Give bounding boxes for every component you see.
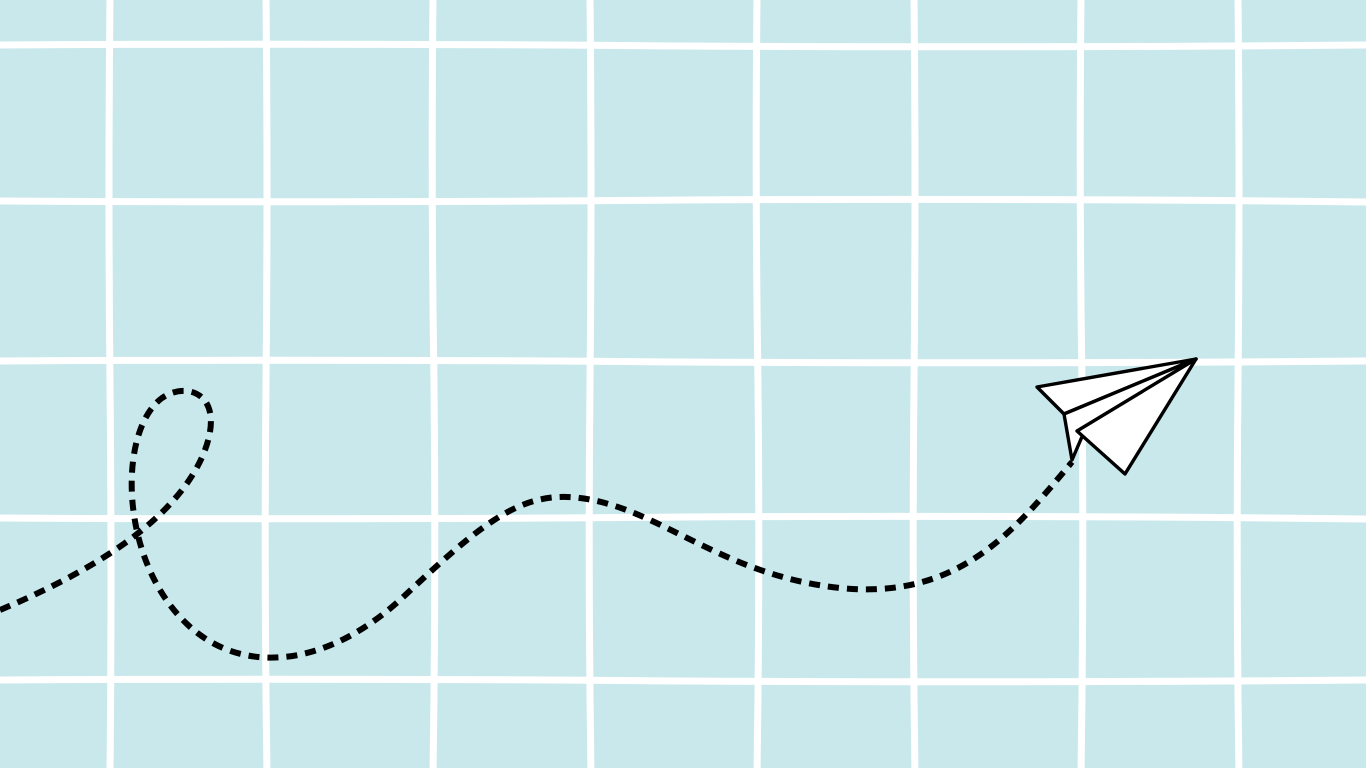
grid-line-horizontal xyxy=(0,356,1366,367)
grid-line-vertical xyxy=(428,0,439,768)
grid-line-horizontal xyxy=(0,195,1366,206)
grid-line-horizontal xyxy=(0,675,1366,686)
grid-line-vertical xyxy=(1233,0,1243,768)
grid-line-vertical xyxy=(752,0,763,768)
grid-line-vertical xyxy=(909,0,919,768)
grid-line-horizontal xyxy=(0,512,1366,523)
grid-line-horizontal xyxy=(0,40,1366,51)
dashed-flight-trail xyxy=(0,387,1075,661)
grid-line-vertical xyxy=(585,0,595,768)
plane-right-wing xyxy=(1075,357,1198,476)
grid-line-vertical xyxy=(261,0,271,768)
grid-line-vertical xyxy=(105,0,115,768)
paper-airplane-icon xyxy=(1035,357,1198,476)
